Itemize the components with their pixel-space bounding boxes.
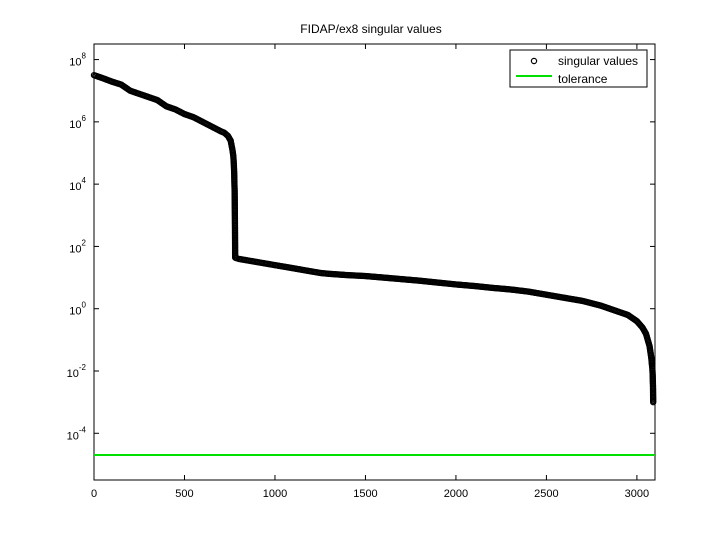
x-tick-label: 3000 [625, 488, 649, 500]
x-tick-label: 500 [175, 488, 193, 500]
legend-label-tolerance: tolerance [558, 72, 608, 86]
x-tick-label: 0 [91, 488, 97, 500]
y-tick-label: 10-2 [67, 363, 87, 380]
legend-marker-singular-values [530, 57, 538, 65]
y-axis: 10-4 10-2 100 102 104 106 108 [67, 52, 655, 442]
data-point [648, 363, 656, 370]
legend-label-singular-values: singular values [558, 54, 638, 68]
y-tick-label: 106 [69, 114, 86, 131]
data-point [231, 252, 239, 260]
x-axis: 0 500 1000 1500 2000 2500 3000 [91, 44, 649, 500]
singular-values-points [90, 71, 657, 406]
data-point [649, 397, 657, 405]
legend-box [509, 49, 648, 88]
y-tick-label: 102 [69, 238, 86, 255]
y-tick-label: 104 [69, 176, 86, 193]
x-tick-label: 2000 [444, 488, 468, 500]
data-point [649, 366, 656, 373]
data-point [648, 360, 656, 367]
y-tick-label: 100 [69, 301, 86, 318]
x-tick-label: 1000 [263, 488, 287, 500]
y-tick-label: 108 [69, 52, 86, 69]
x-tick-label: 1500 [353, 488, 377, 500]
x-tick-label: 2500 [534, 488, 558, 500]
y-tick-label: 10-4 [67, 425, 87, 442]
chart-title: FIDAP/ex8 singular values [300, 22, 441, 36]
legend: singular values tolerance [509, 49, 648, 88]
